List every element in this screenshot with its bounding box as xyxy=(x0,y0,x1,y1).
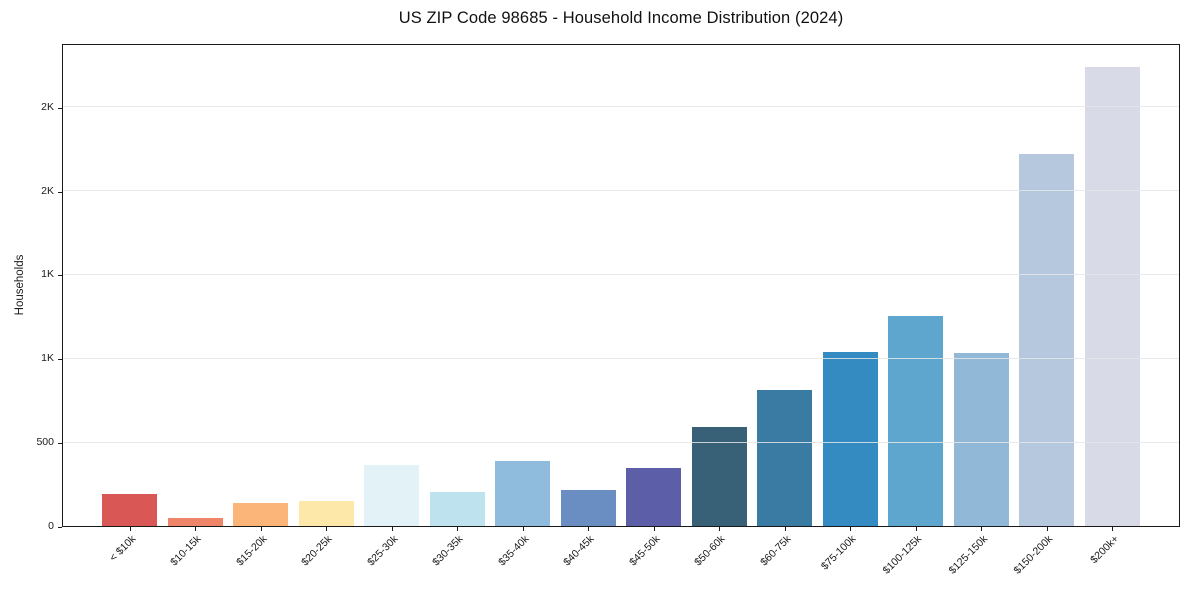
x-tick-label: $45-50k xyxy=(626,533,663,569)
chart-title: US ZIP Code 98685 - Household Income Dis… xyxy=(398,9,844,27)
x-tick-mark xyxy=(326,526,328,531)
bar-slot: $15-20k xyxy=(228,45,294,568)
bar-slot: $60-75k xyxy=(752,45,818,568)
bar xyxy=(757,390,813,526)
x-tick-mark xyxy=(653,526,655,531)
x-tick-mark xyxy=(195,526,197,531)
bar-slot: $10-15k xyxy=(163,45,229,568)
bar xyxy=(560,489,616,526)
bar xyxy=(1084,66,1140,526)
y-tick-mark xyxy=(58,191,62,193)
bar xyxy=(167,517,223,526)
bar-slot: $35-40k xyxy=(490,45,556,568)
x-tick-label: $60-75k xyxy=(757,533,794,569)
gridline xyxy=(63,357,1179,359)
x-tick-label: $200k+ xyxy=(1087,533,1121,567)
x-tick-label: $125-150k xyxy=(946,533,990,577)
x-tick-label: $10-15k xyxy=(168,533,204,569)
x-tick-mark xyxy=(260,526,262,531)
bar-slot: $20-25k xyxy=(294,45,360,568)
y-tick-label: 2K xyxy=(41,100,54,113)
x-tick-label: $100-125k xyxy=(880,533,925,577)
x-tick-mark xyxy=(784,526,786,531)
x-tick-mark xyxy=(129,526,131,531)
x-tick-label: $75-100k xyxy=(819,533,859,573)
y-tick-mark xyxy=(58,275,62,277)
x-tick-label: $20-25k xyxy=(299,533,335,569)
gridline xyxy=(63,106,1179,108)
x-tick-mark xyxy=(391,526,393,531)
x-tick-label: $30-35k xyxy=(430,533,466,569)
bar xyxy=(233,502,289,526)
bar-slot: $45-50k xyxy=(621,45,687,568)
x-tick-mark xyxy=(850,526,852,531)
x-tick-mark xyxy=(915,526,917,531)
x-tick-mark xyxy=(981,526,983,531)
x-tick-label: $25-30k xyxy=(364,533,401,569)
bar-slot: $100-125k xyxy=(881,45,949,577)
x-tick-label: < $10k xyxy=(107,533,139,564)
x-tick-label: $150-200k xyxy=(1011,533,1056,577)
bar-slot: $150-200k xyxy=(1012,45,1080,577)
x-tick-mark xyxy=(1112,526,1114,531)
bar xyxy=(888,316,944,526)
bar xyxy=(626,468,682,526)
bar-slot: $50-60k xyxy=(687,45,753,568)
bar-slot: $30-35k xyxy=(425,45,491,568)
x-tick-mark xyxy=(522,526,524,531)
gridline xyxy=(63,190,1179,192)
bar xyxy=(364,464,420,526)
bar-series: < $10k $10-15k $15-20k $20-25k $25-30k $30-35… xyxy=(63,45,1179,577)
y-tick-label: 0 xyxy=(48,520,54,532)
bar-slot: $40-45k xyxy=(556,45,622,568)
x-tick-label: $35-40k xyxy=(495,533,532,569)
bar xyxy=(429,491,485,526)
y-tick-label: 500 xyxy=(36,436,54,449)
bar-slot: < $10k xyxy=(97,45,163,564)
bar xyxy=(953,353,1009,526)
y-tick-label: 1K xyxy=(41,352,54,365)
bar xyxy=(1019,153,1075,526)
x-tick-mark xyxy=(588,526,590,531)
gridline xyxy=(63,441,1179,443)
bar-slot: $75-100k xyxy=(818,45,884,572)
bar xyxy=(102,494,158,526)
plot-area: < $10k $10-15k $15-20k $20-25k $25-30k $30-35… xyxy=(62,44,1180,577)
y-tick-mark xyxy=(58,107,62,109)
bar xyxy=(822,352,878,526)
x-tick-mark xyxy=(1046,526,1048,531)
bar xyxy=(298,500,354,526)
y-tick-mark xyxy=(58,527,62,528)
y-tick-label: 1K xyxy=(41,268,54,281)
x-tick-label: $50-60k xyxy=(692,533,728,569)
x-tick-label: $15-20k xyxy=(233,533,270,569)
x-tick-mark xyxy=(719,526,721,531)
y-tick-mark xyxy=(58,443,62,445)
bar xyxy=(495,460,551,526)
y-tick-mark xyxy=(58,359,62,361)
bar-slot: $125-150k xyxy=(946,45,1015,577)
bar-slot: $200k+ xyxy=(1080,45,1146,566)
bar-slot: $25-30k xyxy=(359,45,425,568)
x-tick-label: $40-45k xyxy=(561,533,597,569)
gridline xyxy=(63,273,1179,275)
x-tick-mark xyxy=(457,526,459,531)
y-axis-label: Households xyxy=(14,254,26,316)
bar xyxy=(691,427,747,526)
y-tick-label: 2K xyxy=(41,184,54,197)
